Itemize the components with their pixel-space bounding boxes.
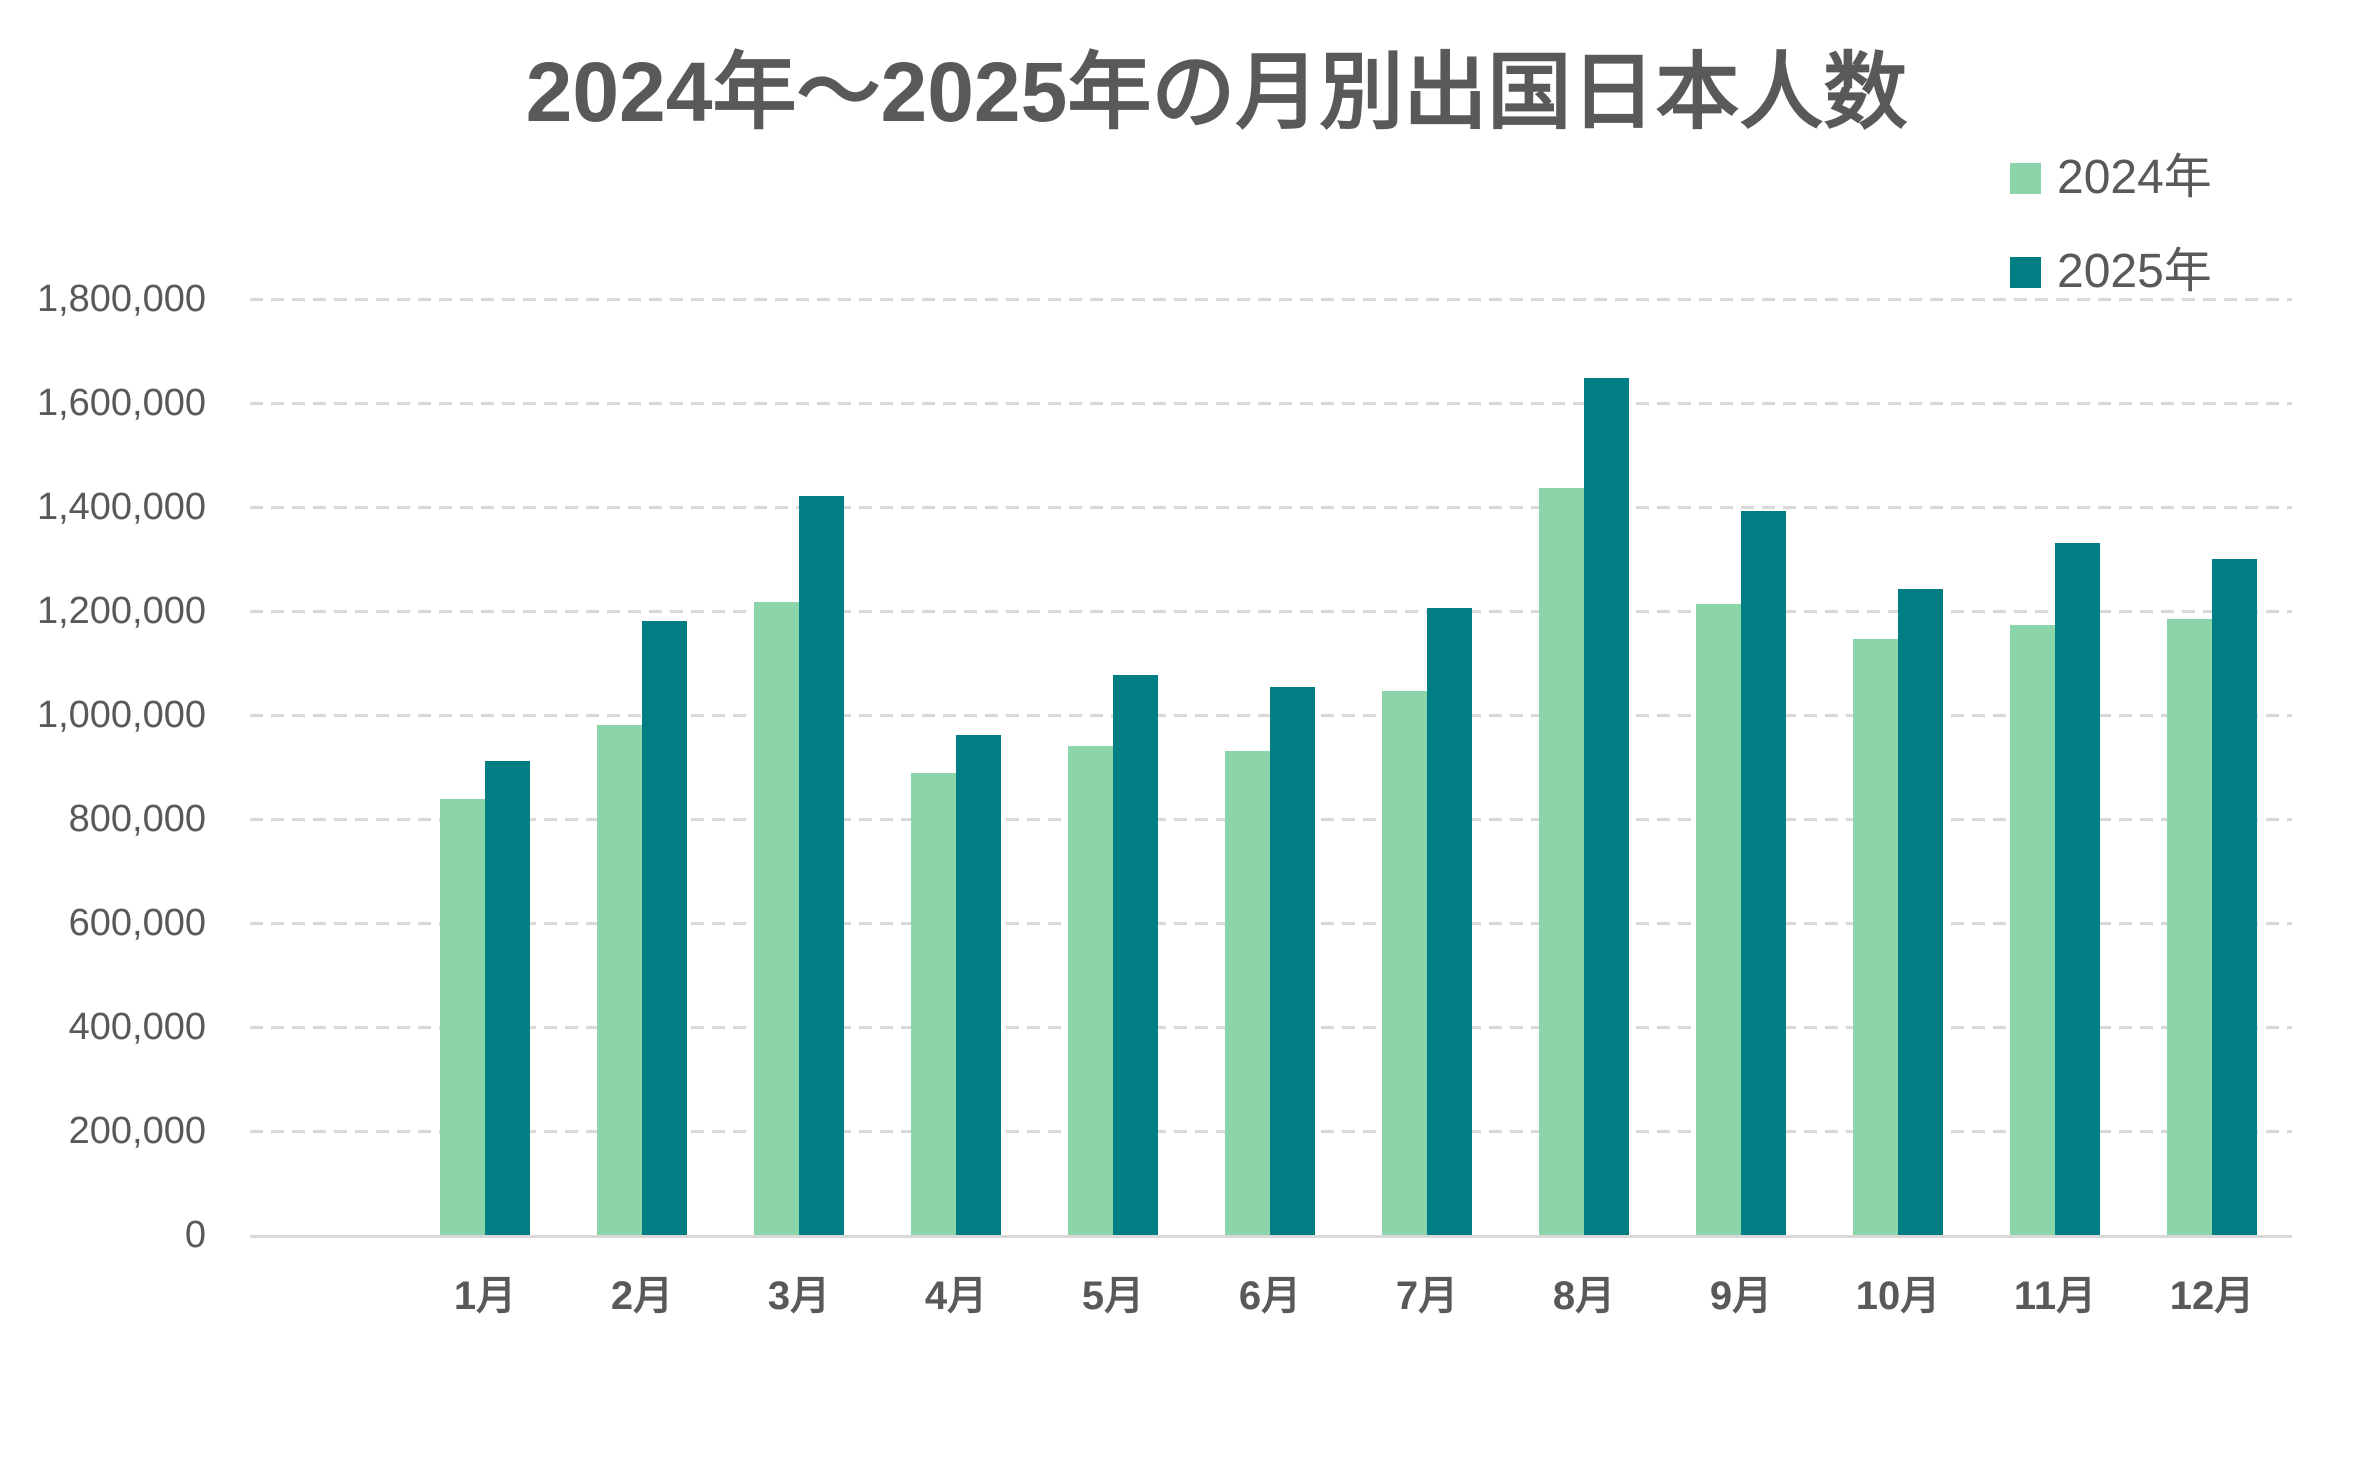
bar-2025年-4月 xyxy=(956,735,1001,1235)
bar-2024年-5月 xyxy=(1068,746,1113,1235)
bar-2024年-11月 xyxy=(2010,625,2055,1235)
y-axis-label: 1,800,000 xyxy=(36,278,206,320)
legend-label-2025: 2025年 xyxy=(2057,245,2212,298)
x-axis-label-7月: 7月 xyxy=(1395,1274,1459,1318)
y-axis-label: 600,000 xyxy=(68,902,206,944)
legend-swatch-2024-icon xyxy=(2010,162,2041,194)
bar-2025年-3月 xyxy=(799,496,844,1235)
y-axis-label: 800,000 xyxy=(68,798,206,840)
y-axis-label: 1,400,000 xyxy=(36,486,206,528)
bar-2025年-10月 xyxy=(1898,589,1943,1235)
bar-2024年-10月 xyxy=(1853,639,1898,1235)
bar-2025年-7月 xyxy=(1427,608,1472,1235)
x-axis-label-3月: 3月 xyxy=(767,1274,831,1318)
y-axis-label: 1,200,000 xyxy=(36,590,206,632)
x-axis-label-6月: 6月 xyxy=(1238,1274,1302,1318)
bar-2025年-12月 xyxy=(2212,559,2257,1235)
bar-2024年-7月 xyxy=(1382,691,1427,1235)
bar-2024年-8月 xyxy=(1539,488,1584,1235)
x-axis-label-10月: 10月 xyxy=(1855,1274,1941,1318)
legend-item-2024: 2024年 xyxy=(2010,150,2212,206)
bar-2025年-9月 xyxy=(1741,511,1786,1235)
bar-2024年-6月 xyxy=(1225,751,1270,1235)
bar-2024年-9月 xyxy=(1696,604,1741,1235)
x-axis-label-4月: 4月 xyxy=(924,1274,988,1318)
x-axis-label-11月: 11月 xyxy=(2013,1274,2097,1318)
bar-2024年-3月 xyxy=(754,602,799,1235)
y-axis-label: 0 xyxy=(184,1214,206,1256)
legend-swatch-2025-icon xyxy=(2010,256,2041,288)
legend: 2024年 2025年 xyxy=(2010,150,2212,338)
y-axis-label: 1,600,000 xyxy=(36,382,206,424)
gridline xyxy=(250,298,2292,301)
bar-2024年-4月 xyxy=(911,773,956,1235)
x-axis-label-8月: 8月 xyxy=(1552,1274,1616,1318)
x-axis-label-5月: 5月 xyxy=(1081,1274,1145,1318)
x-axis-label-9月: 9月 xyxy=(1709,1274,1773,1318)
bar-2025年-2月 xyxy=(642,621,687,1235)
bar-2025年-8月 xyxy=(1584,378,1629,1235)
bar-2025年-6月 xyxy=(1270,687,1315,1235)
bar-2025年-5月 xyxy=(1113,675,1158,1235)
chart-title: 2024年〜2025年の月別出国日本人数 xyxy=(525,45,1908,139)
bar-2024年-2月 xyxy=(597,725,642,1235)
y-axis-label: 1,000,000 xyxy=(36,694,206,736)
x-axis-label-2月: 2月 xyxy=(610,1274,674,1318)
gridline xyxy=(250,402,2292,405)
x-axis-label-1月: 1月 xyxy=(453,1274,517,1318)
bar-2024年-12月 xyxy=(2167,619,2212,1235)
y-axis-label: 200,000 xyxy=(68,1110,206,1152)
y-axis-label: 400,000 xyxy=(68,1006,206,1048)
legend-label-2024: 2024年 xyxy=(2057,151,2212,204)
bar-2024年-1月 xyxy=(440,799,485,1235)
gridline xyxy=(250,506,2292,509)
x-axis-label-12月: 12月 xyxy=(2169,1274,2255,1318)
bar-2025年-11月 xyxy=(2055,543,2100,1235)
bar-2025年-1月 xyxy=(485,761,530,1235)
gridline xyxy=(250,610,2292,613)
legend-item-2025: 2025年 xyxy=(2010,244,2212,300)
x-axis-line xyxy=(250,1235,2292,1238)
